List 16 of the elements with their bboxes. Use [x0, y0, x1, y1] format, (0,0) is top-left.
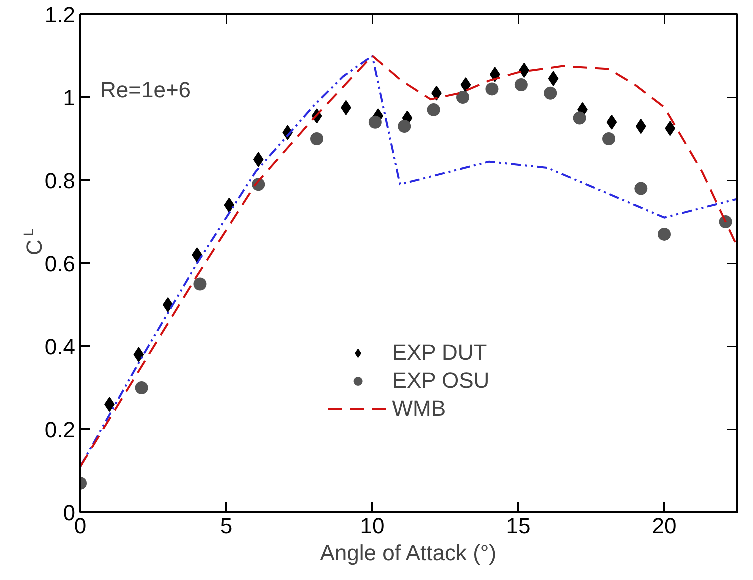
- legend-label: EXP OSU: [392, 368, 490, 394]
- annotation: Re=1e+6: [100, 78, 192, 102]
- legend-label: EXP DUT: [392, 340, 488, 366]
- x-tick-label: 15: [506, 514, 531, 538]
- x-axis-title: Angle of Attack (°): [320, 540, 497, 566]
- y-tick-label: 1.2: [44, 2, 76, 28]
- y-axis-title: CL: [20, 228, 47, 256]
- y-tick-label: 0.2: [44, 418, 76, 442]
- y-tick-label: 0.4: [44, 334, 76, 360]
- x-tick-label: 20: [652, 514, 677, 538]
- x-tick-label: 10: [360, 514, 385, 538]
- legend-label: WMB: [392, 396, 446, 422]
- y-tick-label: 1: [63, 86, 76, 110]
- y-tick-label: 0.8: [44, 168, 76, 194]
- x-tick-label: 5: [220, 514, 233, 538]
- y-tick-label: 0.6: [44, 252, 76, 276]
